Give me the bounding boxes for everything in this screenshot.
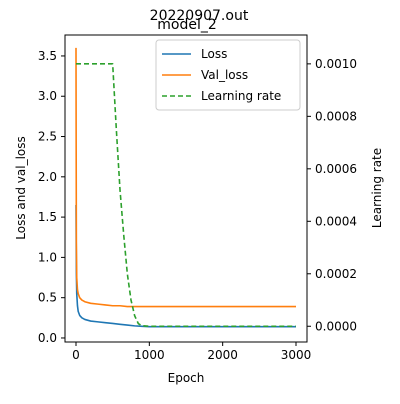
y-axis-right-label: Learning rate <box>370 148 384 228</box>
plot-frame <box>64 34 308 343</box>
chart-subtitle: model_2 <box>157 17 217 33</box>
x-tick-label: 1000 <box>134 348 165 362</box>
x-tick-label: 2000 <box>207 348 238 362</box>
y-tick-label: 3.0 <box>38 89 57 103</box>
legend-label-val-loss: Val_loss <box>201 68 248 82</box>
y-right-tick-label: 0.0008 <box>315 109 357 123</box>
y-tick-label: 1.0 <box>38 250 57 264</box>
y-axis-left: 0.0 0.5 1.0 1.5 2.0 2.5 3.0 3.5 <box>38 49 65 345</box>
series-line-val-loss <box>75 47 296 308</box>
x-tick-label: 0 <box>72 348 80 362</box>
legend: Loss Val_loss Learning rate <box>155 39 301 111</box>
y-right-tick-label: 0.0006 <box>315 162 357 176</box>
y-tick-label: 2.0 <box>38 170 57 184</box>
y-right-tick-label: 0.0004 <box>315 214 357 228</box>
series-line-learning-rate <box>76 63 296 328</box>
series-line-loss <box>75 205 296 328</box>
legend-label-learning-rate: Learning rate <box>201 89 281 103</box>
y-tick-label: 3.5 <box>38 49 57 63</box>
y-right-tick-label: 0.0010 <box>315 57 357 71</box>
y-tick-label: 2.5 <box>38 130 57 144</box>
legend-box <box>155 39 301 111</box>
series-layer <box>75 47 296 328</box>
chart-title: 20220907.out <box>150 8 249 24</box>
y-right-tick-label: 0.0000 <box>315 319 357 333</box>
legend-label-loss: Loss <box>201 47 227 61</box>
y-axis-label: Loss and val_loss <box>14 136 28 240</box>
y-axis-right: 0.0000 0.0002 0.0004 0.0006 0.0008 0.0010 <box>307 57 357 333</box>
x-axis-label: Epoch <box>168 371 205 385</box>
x-axis: 0 1000 2000 3000 <box>72 342 311 362</box>
y-right-tick-label: 0.0002 <box>315 267 357 281</box>
y-tick-label: 0.5 <box>38 291 57 305</box>
y-tick-label: 1.5 <box>38 210 57 224</box>
y-tick-label: 0.0 <box>38 331 57 345</box>
x-tick-label: 3000 <box>281 348 312 362</box>
